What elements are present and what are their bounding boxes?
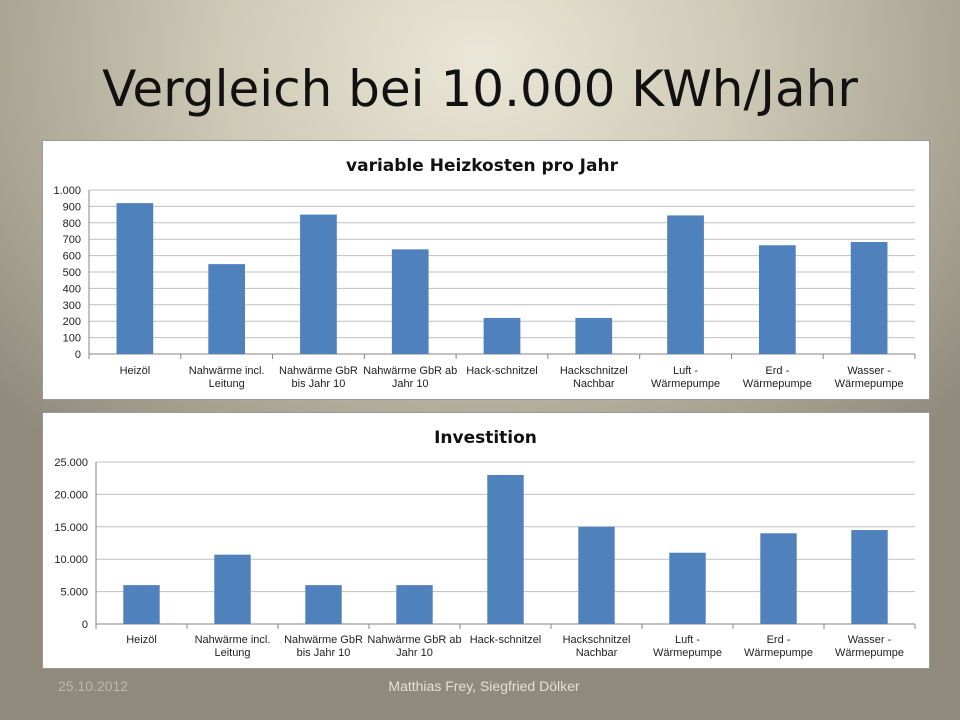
bar [669,552,706,624]
bar [483,317,521,354]
y-tick-label: 700 [63,234,81,246]
x-tick-label: Nahwärme GbR ab [367,634,461,646]
bar [396,585,433,624]
investment-chart: Investition 0 5.000 10.000 15.000 20.000 25.00… [54,428,916,659]
x-tick-label: Wärmepumpe [835,647,904,659]
slide-title: Vergleich bei 10.000 KWh/Jahr [102,60,858,118]
y-tick-label: 300 [63,300,81,312]
bar [123,585,160,624]
bar [760,533,797,624]
x-tick-label: Nahwärme incl. [195,634,271,646]
x-tick-label: Wärmepumpe [835,378,904,390]
bar [116,203,154,354]
y-tick-label: 100 [63,333,81,345]
x-tick-label: Hack-schnitzel [470,634,542,646]
footer-author: Matthias Frey, Siegfried Dölker [388,678,580,694]
x-tick-label: bis Jahr 10 [297,647,351,659]
x-tick-label: Wärmepumpe [653,647,722,659]
y-tick-label: 25.000 [54,457,88,469]
y-tick-label: 5.000 [60,587,88,599]
x-tick-label: Nahwärme GbR [279,365,358,377]
x-tick-label: Nahwärme incl. [189,365,265,377]
y-tick-label: 10.000 [54,554,88,566]
x-tick-label: Jahr 10 [392,378,429,390]
x-tick-label: Wasser - [848,634,892,646]
bar [214,554,251,624]
bar [667,215,704,354]
x-tick-label: Hackschnitzel [563,634,631,646]
x-tick-label: Wärmepumpe [744,647,813,659]
bar [305,585,342,624]
heating-cost-chart: variable Heizkosten pro Jahr 0 100 200 300 40… [53,156,916,390]
y-tick-label: 600 [63,251,81,263]
x-tick-label: Luft - [675,634,700,646]
x-tick-label: Nahwärme GbR [284,634,363,646]
bar [300,214,337,354]
x-tick-label: Nachbar [576,647,618,659]
x-tick-label: bis Jahr 10 [292,378,346,390]
bar [850,241,888,354]
x-tick-label: Hack-schnitzel [466,365,538,377]
x-tick-label: Heizöl [120,365,151,377]
bar [578,526,615,624]
y-tick-label: 15.000 [54,522,88,534]
y-tick-label: 20.000 [54,489,88,501]
bar [851,530,888,624]
y-tick-label: 800 [63,218,81,230]
x-tick-label: Wärmepumpe [743,378,812,390]
y-tick-label: 0 [82,619,88,631]
bar [758,245,796,354]
bar [575,317,613,354]
chart-title: variable Heizkosten pro Jahr [346,156,619,176]
x-tick-label: Nahwärme GbR ab [363,365,457,377]
x-tick-label: Erd - [767,634,791,646]
bar [208,264,246,354]
y-tick-label: 500 [63,267,81,279]
x-tick-label: Jahr 10 [396,647,433,659]
x-tick-label: Nachbar [573,378,615,390]
heating-cost-chart-panel: variable Heizkosten pro Jahr 0 100 200 300 40… [42,140,930,400]
x-tick-label: Leitung [214,647,250,659]
y-tick-label: 400 [63,283,81,295]
x-tick-label: Erd - [765,365,789,377]
investment-chart-panel: Investition 0 5.000 10.000 15.000 20.000 25.00… [42,412,930,669]
chart-title: Investition [434,428,537,448]
x-tick-label: Leitung [209,378,245,390]
x-tick-label: Heizöl [126,634,157,646]
y-tick-label: 0 [75,349,81,361]
y-tick-label: 1.000 [53,185,81,197]
x-tick-label: Luft - [673,365,698,377]
bar [391,249,429,354]
footer-date: 25.10.2012 [58,678,129,694]
x-tick-label: Hackschnitzel [560,365,628,377]
x-tick-label: Wasser - [847,365,891,377]
bar [487,474,524,624]
y-tick-label: 200 [63,316,81,328]
y-tick-label: 900 [63,201,81,213]
x-tick-label: Wärmepumpe [651,378,720,390]
